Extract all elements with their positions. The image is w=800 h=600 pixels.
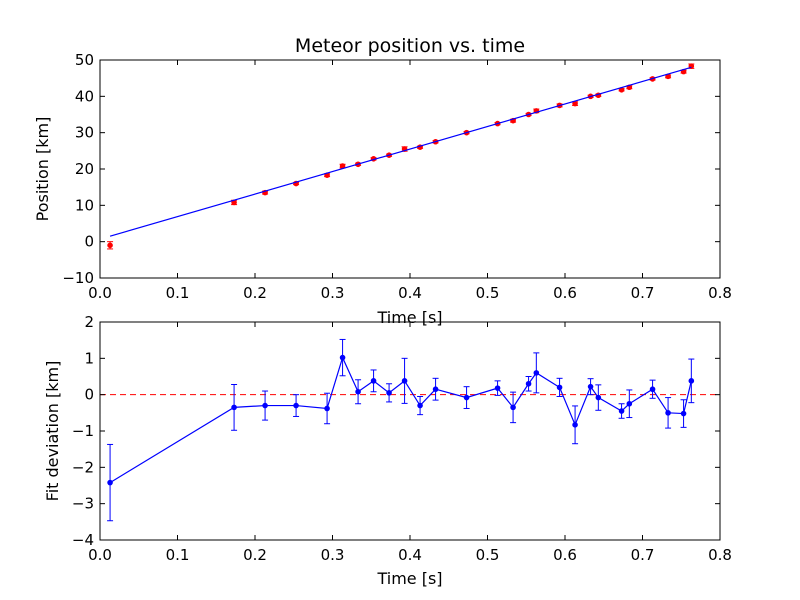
deviation-data-point — [533, 370, 540, 376]
position-x-tick-label: 0.8 — [708, 284, 732, 302]
deviation-data-point — [626, 400, 633, 407]
deviation-data-point — [587, 383, 594, 390]
position-x-tick-label: 0.6 — [553, 284, 577, 302]
deviation-y-tick-label: −1 — [72, 422, 94, 440]
deviation-data-point — [572, 422, 578, 428]
deviation-x-tick-label: 0.1 — [166, 546, 190, 564]
position-y-tick-label: 10 — [75, 196, 94, 214]
position-y-axis-label: Position [km] — [33, 117, 52, 222]
position-y-tick-label: 40 — [75, 87, 94, 105]
deviation-data-point — [417, 402, 423, 409]
position-x-tick-label: 0.0 — [88, 284, 112, 302]
deviation-x-tick-label: 0.7 — [631, 546, 655, 564]
deviation-x-axis-label: Time [s] — [376, 569, 442, 588]
position-x-tick-label: 0.2 — [243, 284, 267, 302]
position-x-tick-label: 0.7 — [631, 284, 655, 302]
deviation-x-tick-label: 0.4 — [398, 546, 422, 564]
deviation-data-point — [355, 388, 361, 395]
deviation-data-point — [262, 402, 268, 409]
deviation-x-tick-label: 0.6 — [553, 546, 577, 564]
deviation-y-axis-label: Fit deviation [km] — [43, 361, 62, 502]
deviation-data-point — [432, 386, 439, 393]
deviation-data-point — [231, 404, 237, 411]
position-x-tick-label: 0.1 — [166, 284, 190, 302]
position-chart-title: Meteor position vs. time — [295, 35, 525, 57]
deviation-ticks: 0.0 0.1 0.2 0.3 0.4 0.5 0.6 0.7 0.8 −4 −3 −2 −1 0 1 2 — [72, 313, 732, 564]
deviation-data-point — [107, 479, 113, 486]
deviation-data-point — [680, 410, 687, 417]
position-chart: 0.0 0.1 0.2 0.3 0.4 0.5 0.6 0.7 0.8 −10 0 10 20 30 40 5… — [33, 35, 732, 327]
deviation-data-point — [386, 390, 392, 396]
deviation-data-point — [595, 394, 602, 401]
deviation-chart: 0.0 0.1 0.2 0.3 0.4 0.5 0.6 0.7 0.8 −4 −3 −2 −1 0 1 2 T… — [43, 313, 732, 588]
position-y-tick-label: 50 — [75, 51, 94, 69]
position-data-point — [107, 242, 113, 249]
deviation-x-tick-label: 0.3 — [321, 546, 345, 564]
deviation-y-tick-label: 0 — [84, 386, 94, 404]
deviation-y-tick-label: −4 — [72, 531, 94, 549]
position-fit-line — [109, 66, 692, 237]
deviation-x-tick-label: 0.5 — [476, 546, 500, 564]
position-x-tick-label: 0.5 — [476, 284, 500, 302]
deviation-data-point — [494, 385, 501, 391]
deviation-data-point — [339, 354, 346, 361]
position-x-tick-label: 0.4 — [398, 284, 422, 302]
deviation-y-tick-label: −3 — [72, 495, 94, 513]
deviation-data-point — [688, 378, 695, 384]
deviation-data-point — [618, 408, 625, 414]
deviation-data-point — [556, 384, 563, 391]
position-x-tick-label: 0.3 — [321, 284, 345, 302]
position-y-tick-label: −10 — [62, 269, 94, 287]
position-y-tick-label: 0 — [84, 233, 94, 251]
deviation-data-point — [665, 410, 671, 416]
position-marks — [107, 63, 695, 250]
deviation-data-point — [525, 380, 532, 387]
deviation-data-point — [649, 386, 656, 393]
deviation-data-point — [293, 402, 299, 409]
deviation-x-tick-label: 0.0 — [88, 546, 112, 564]
deviation-y-tick-label: −2 — [72, 458, 94, 476]
deviation-x-tick-label: 0.2 — [243, 546, 267, 564]
deviation-y-tick-label: 1 — [84, 349, 94, 367]
deviation-data-point — [324, 405, 330, 412]
position-y-tick-label: 30 — [75, 124, 94, 142]
deviation-data-point — [463, 394, 470, 401]
deviation-data-point — [370, 378, 377, 384]
deviation-marks — [100, 338, 720, 522]
deviation-plot-area — [100, 338, 720, 522]
deviation-y-tick-label: 2 — [84, 313, 94, 331]
position-plot-area — [107, 63, 695, 250]
position-ticks: 0.0 0.1 0.2 0.3 0.4 0.5 0.6 0.7 0.8 −10 0 10 20 30 40 5… — [62, 51, 732, 302]
deviation-data-point — [510, 404, 516, 411]
deviation-data-point — [401, 378, 408, 384]
position-y-tick-label: 20 — [75, 160, 94, 178]
deviation-x-tick-label: 0.8 — [708, 546, 732, 564]
